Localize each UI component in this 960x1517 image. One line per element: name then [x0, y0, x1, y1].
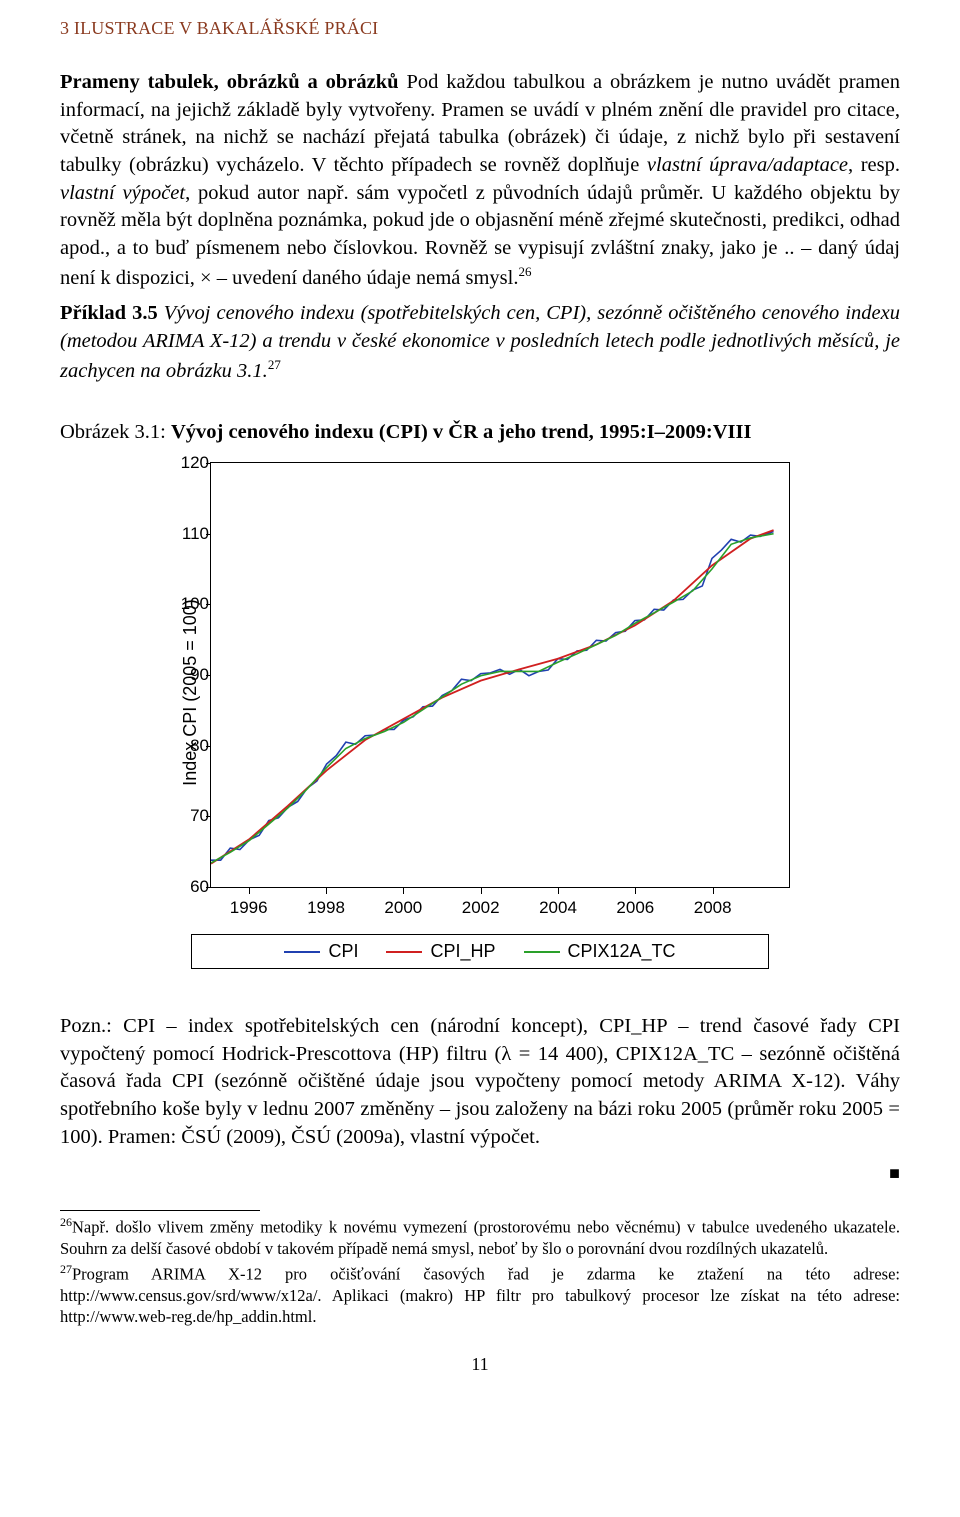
ytick-mark: [206, 746, 211, 747]
ytick-mark: [206, 534, 211, 535]
fn26-num: 26: [60, 1215, 72, 1229]
legend-label-hp: CPI_HP: [430, 941, 495, 961]
para1-it1: vlastní úprava/adaptace: [647, 154, 848, 176]
figure-note: Pozn.: CPI – index spotřebitelských cen …: [60, 1013, 900, 1151]
xtick-mark: [326, 888, 327, 894]
legend-label-cpi: CPI: [328, 941, 358, 961]
legend-item-cpi: CPI: [284, 941, 358, 962]
para1-body3: , pokud autor např. sám vypočetl z původ…: [60, 182, 900, 289]
page-number: 11: [60, 1354, 900, 1375]
xtick-mark: [558, 888, 559, 894]
paragraph-sources: Prameny tabulek, obrázků a obrázků Pod k…: [60, 69, 900, 292]
fnref-27: 27: [268, 357, 281, 372]
series-cpix12a-tc: [211, 534, 774, 863]
fn27-text: Program ARIMA X-12 pro očišťování časový…: [60, 1264, 900, 1326]
series-cpi: [211, 532, 774, 861]
xtick-label: 2000: [384, 898, 422, 918]
chart-svg: [211, 463, 789, 887]
xtick-label: 2002: [462, 898, 500, 918]
para1-lead: Prameny tabulek, obrázků a obrázků: [60, 71, 399, 93]
series-cpi-hp: [211, 530, 774, 864]
fn27-num: 27: [60, 1262, 72, 1276]
y-ticks: 60708090100110120: [161, 463, 209, 887]
ytick-mark: [206, 604, 211, 605]
legend-item-hp: CPI_HP: [386, 941, 495, 962]
xtick-label: 2006: [616, 898, 654, 918]
chart-block: Index CPI (2005 = 100) 60708090100110120…: [170, 462, 790, 969]
running-head: 3 ILUSTRACE V BAKALÁŘSKÉ PRÁCI: [60, 18, 900, 39]
xtick-mark: [249, 888, 250, 894]
swatch-hp: [386, 951, 422, 953]
figcap-title: Vývoj cenového indexu (CPI) v ČR a jeho …: [171, 421, 751, 443]
xtick-label: 2008: [694, 898, 732, 918]
xtick-mark: [635, 888, 636, 894]
para1-body2: , resp.: [848, 154, 900, 176]
ytick-mark: [206, 463, 211, 464]
figcap-pre: Obrázek 3.1:: [60, 421, 171, 443]
priklad-body: Vývoj cenového indexu (spotřebitelských …: [60, 302, 900, 381]
ytick-label: 60: [161, 877, 209, 897]
footnote-26: 26Např. došlo vlivem změny metodiky k no…: [60, 1215, 900, 1259]
ytick-label: 120: [161, 453, 209, 473]
xtick-mark: [713, 888, 714, 894]
ytick-mark: [206, 816, 211, 817]
xtick-mark: [481, 888, 482, 894]
ytick-label: 90: [161, 665, 209, 685]
paragraph-example: Příklad 3.5 Vývoj cenového indexu (spotř…: [60, 300, 900, 385]
legend-label-tc: CPIX12A_TC: [568, 941, 676, 961]
ytick-mark: [206, 675, 211, 676]
x-ticks: 1996 1998 2000 2002 2004 2006 2008: [210, 888, 790, 922]
footnote-rule: [60, 1210, 260, 1211]
xtick-label: 2004: [539, 898, 577, 918]
swatch-cpi: [284, 951, 320, 953]
ytick-label: 110: [161, 524, 209, 544]
figure-caption: Obrázek 3.1: Vývoj cenového indexu (CPI)…: [60, 421, 900, 444]
fnref-26: 26: [518, 264, 531, 279]
ytick-label: 80: [161, 736, 209, 756]
fn26-text: Např. došlo vlivem změny metodiky k nové…: [60, 1218, 900, 1258]
xtick-label: 1998: [307, 898, 345, 918]
xtick-mark: [403, 888, 404, 894]
para1-it2: vlastní výpočet: [60, 182, 185, 204]
legend: CPI CPI_HP CPIX12A_TC: [191, 934, 769, 969]
xtick-label: 1996: [230, 898, 268, 918]
swatch-tc: [524, 951, 560, 953]
legend-item-tc: CPIX12A_TC: [524, 941, 676, 962]
priklad-lead: Příklad 3.5: [60, 302, 158, 324]
ytick-label: 100: [161, 594, 209, 614]
plot-area: 60708090100110120: [210, 462, 790, 888]
ytick-label: 70: [161, 806, 209, 826]
end-mark: ■: [60, 1163, 900, 1184]
footnote-27: 27Program ARIMA X-12 pro očišťování časo…: [60, 1262, 900, 1328]
